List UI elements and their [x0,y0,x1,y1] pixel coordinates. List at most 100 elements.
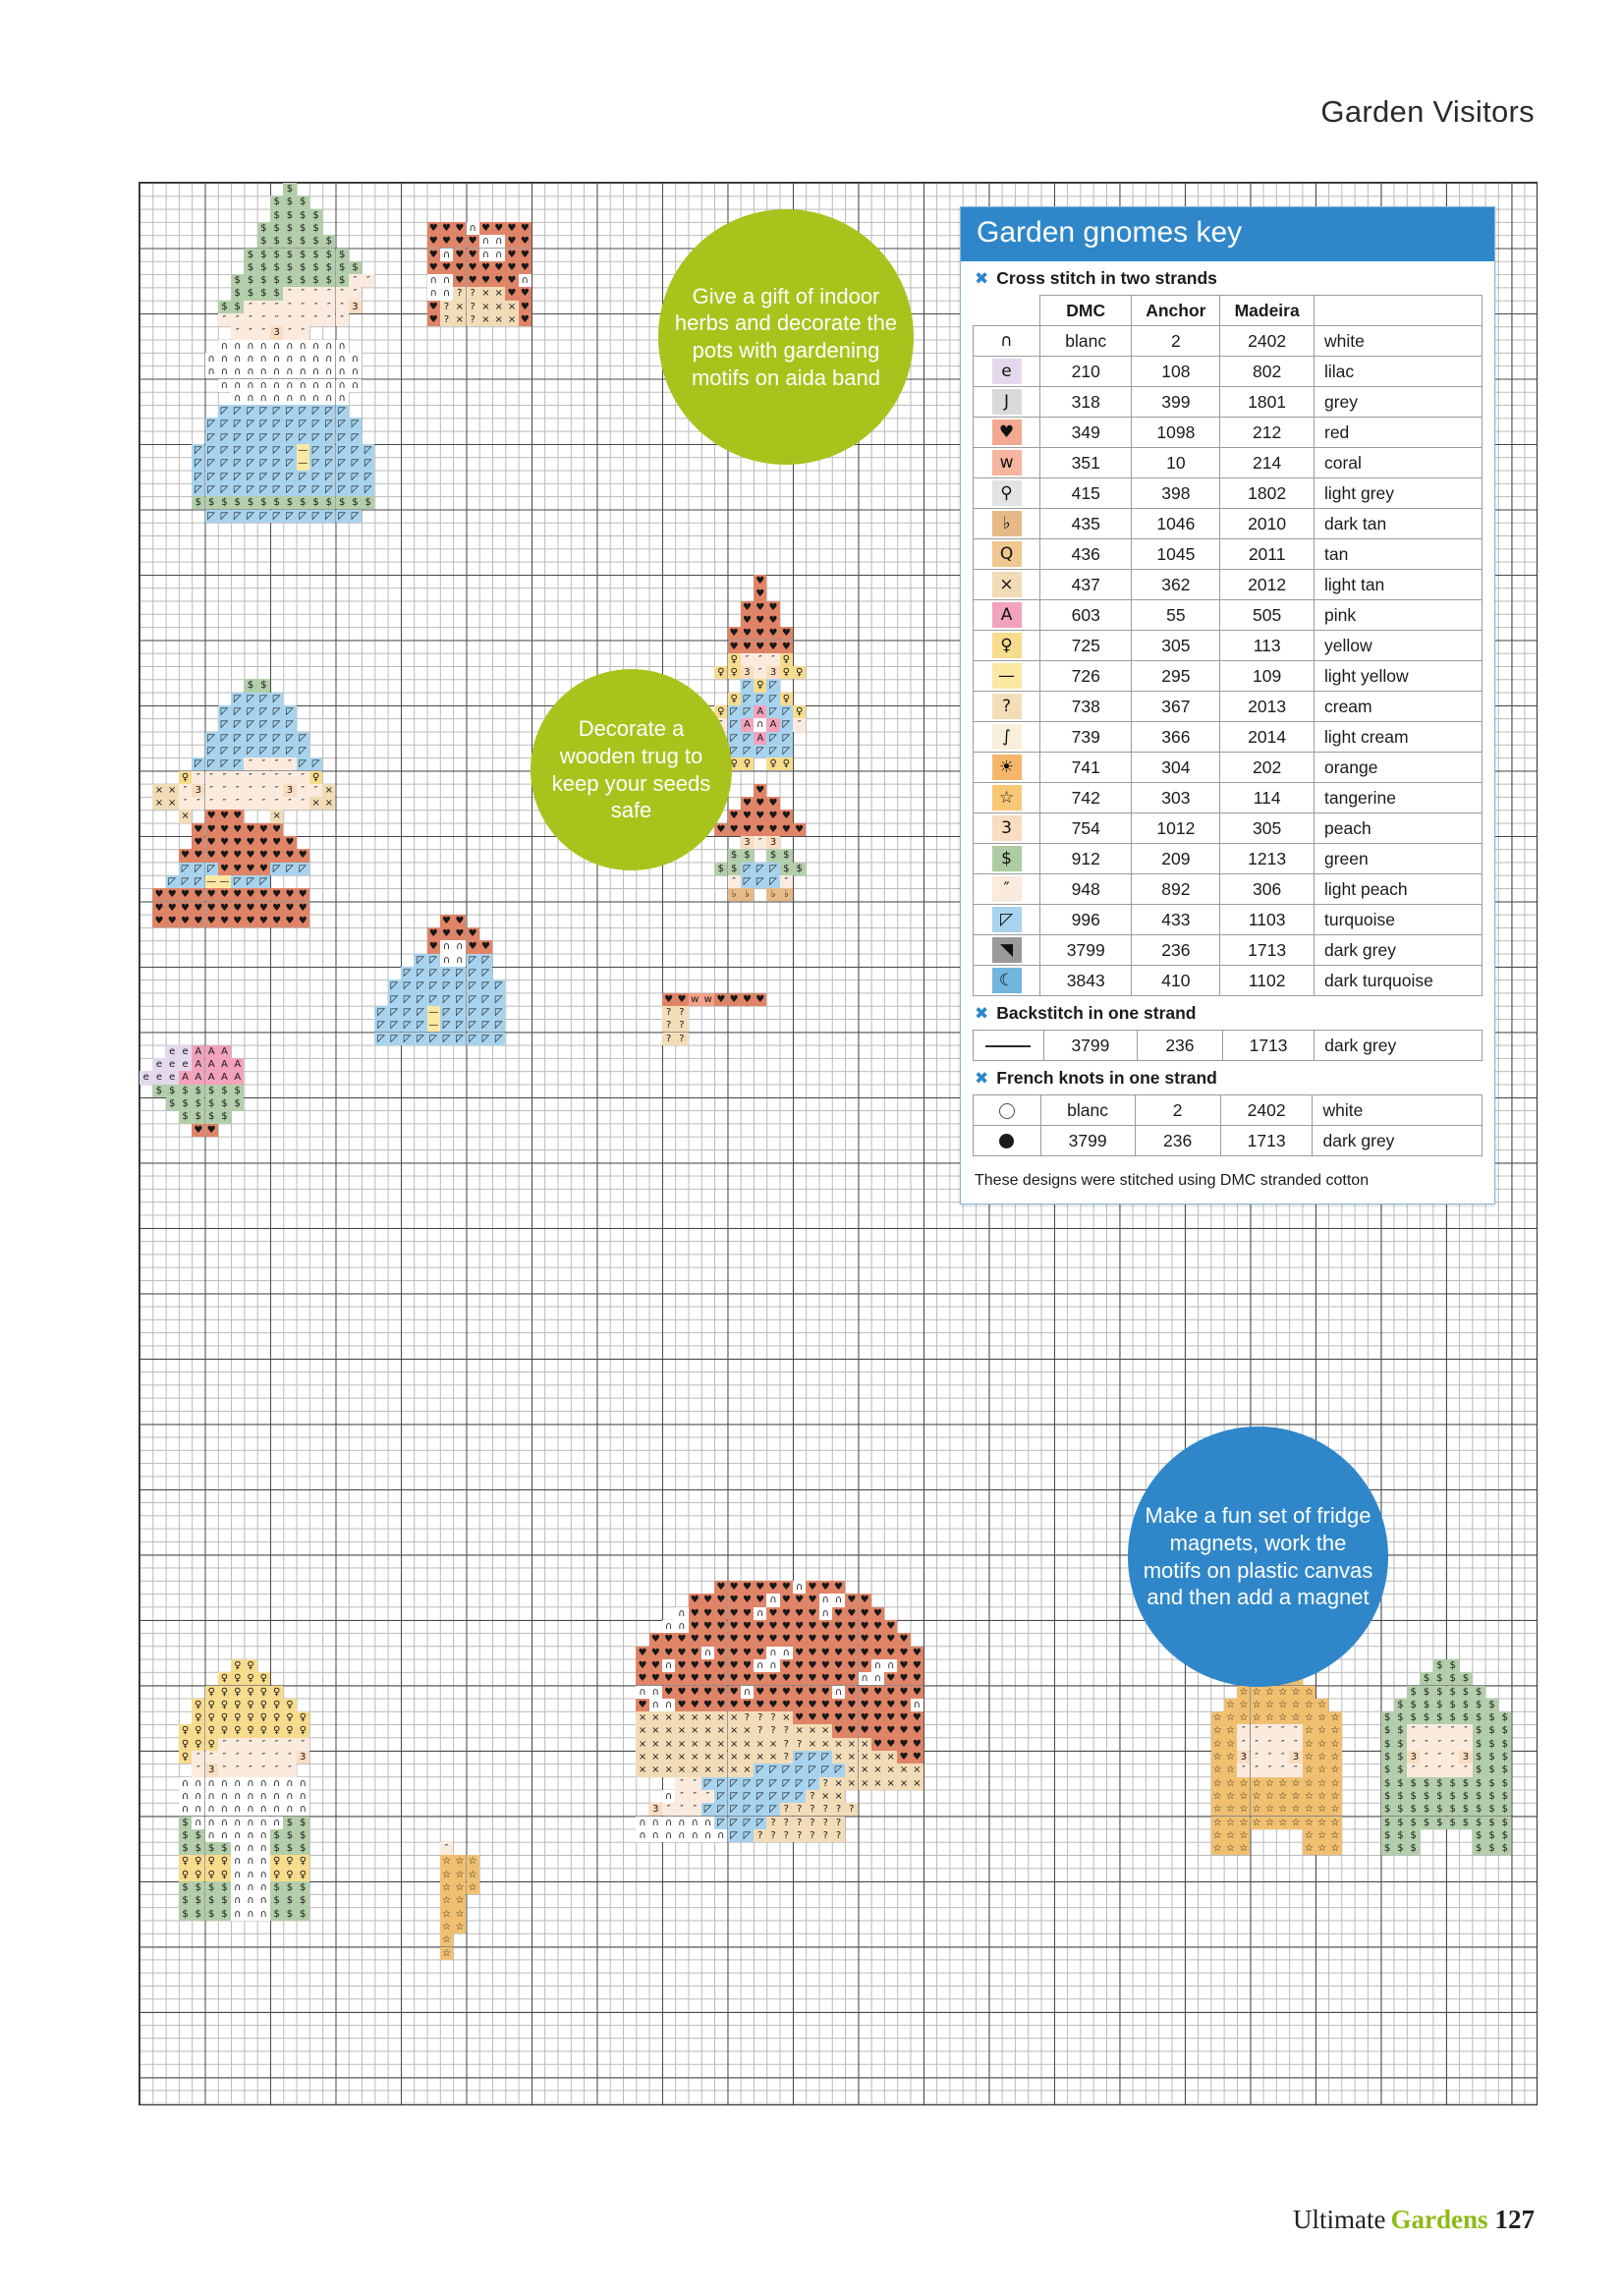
stitch-cell: ♥ [766,822,780,836]
key-cell-madeira: 1713 [1219,934,1315,966]
stitch-cell: × [727,1711,741,1725]
stitch-cell: ◸ [779,1789,793,1804]
stitch-cell: ♥ [439,914,454,928]
stitch-cell: ♥ [818,1658,832,1673]
stitch-cell: ″ [217,313,232,327]
stitch-cell: ♥ [675,1672,689,1686]
stitch-cell: $ [1472,1789,1485,1804]
stitch-cell: $ [1393,1828,1408,1843]
stitch-cell: ∩ [217,1816,232,1829]
stitch-cell: ″ [296,770,309,784]
stitch-cell: × [648,1764,662,1777]
stitch-cell: ☆ [1289,1816,1303,1829]
key-symbol-swatch: w [972,447,1041,478]
stitch-cell: ♀ [217,1724,232,1738]
stitch-cell: ♥ [453,914,467,928]
stitch-cell: ♀ [256,1698,270,1712]
stitch-cell: $ [1393,1698,1408,1712]
stitch-cell: $ [1420,1776,1433,1790]
stitch-cell: ◸ [478,1019,493,1033]
key-cell-anchor: 10 [1131,447,1221,478]
stitch-cell: $ [270,248,284,261]
stitch-cell: × [152,783,166,798]
stitch-cell: ◸ [740,692,755,705]
stitch-cell: ∩ [688,1828,701,1843]
stitch-cell: $ [1498,1724,1512,1738]
stitch-cell: ″ [270,783,284,798]
stitch-cell: ◸ [308,482,323,497]
stitch-cell: ♥ [727,640,741,653]
stitch-cell: ∩ [270,352,284,366]
stitch-cell: ♥ [779,1685,793,1699]
stitch-cell: ◸ [348,482,363,497]
stitch-cell: ◸ [818,1764,832,1777]
stitch-cell: ♥ [296,888,309,902]
stitch-cell: ♀ [256,1711,270,1725]
stitch-cell: A [231,1071,245,1085]
stitch-cell: ♥ [766,1633,780,1647]
stitch-cell: ♀ [204,1711,218,1725]
stitch-cell: ◸ [766,862,780,875]
stitch-cell: ♀ [192,1868,205,1881]
stitch-cell: ♭ [779,888,793,902]
stitch-cell: ◸ [831,1764,846,1777]
stitch-cell: × [766,1751,780,1764]
stitch-cell: $ [256,679,270,693]
stitch-symbol-icon: ☀ [991,755,1022,780]
stitch-cell: × [727,1751,741,1764]
stitch-cell: ∩ [308,391,323,406]
stitch-cell: $ [231,1084,245,1097]
key-cell-madeira: 305 [1219,812,1315,844]
stitch-cell: ♥ [831,1606,846,1620]
stitch-cell: $ [1484,1828,1499,1843]
stitch-cell: ☆ [1315,1842,1329,1856]
stitch-cell: $ [1407,1789,1421,1804]
stitch-cell: ♥ [700,1594,715,1607]
stitch-cell: $ [1498,1737,1512,1751]
stitch-cell: × [806,1737,819,1751]
stitch-cell: ♀ [244,1711,257,1725]
key-cell-dmc: 3843 [1039,965,1133,996]
stitch-cell: $ [1484,1711,1499,1725]
stitch-cell: ◸ [256,482,270,497]
stitch-cell: ∩ [231,339,245,353]
stitch-cell: ☆ [1289,1803,1303,1817]
key-cell-dmc: 738 [1039,691,1133,722]
stitch-cell: $ [296,235,309,249]
stitch-cell: ″ [1432,1751,1446,1764]
stitch-cell: ◸ [308,418,323,431]
stitch-cell: ☆ [1223,1724,1238,1738]
stitch-cell: ♥ [740,613,755,628]
stitch-cell: ∩ [296,339,309,353]
stitch-cell: × [492,313,506,327]
stitch-cell: ♀ [714,705,728,719]
stitch-cell: ☆ [1276,1698,1290,1712]
stitch-cell: $ [1459,1803,1473,1817]
stitch-cell: $ [1432,1776,1446,1790]
stitch-cell: ☆ [439,1894,454,1908]
stitch-cell: ∩ [870,1672,885,1686]
stitch-cell: $ [1407,1698,1421,1712]
stitch-cell: ″ [270,300,284,313]
stitch-cell: ∩ [204,1816,218,1829]
stitch-cell: ∩ [662,1828,676,1843]
stitch-cell: × [648,1711,662,1725]
stitch-cell: $ [1393,1764,1408,1777]
footer-magazine-word: Ultimate [1293,2205,1386,2234]
stitch-cell: $ [1484,1842,1499,1856]
stitch-cell: $ [283,260,297,275]
stitch-cell: ♥ [688,1594,701,1607]
stitch-cell: ◸ [348,418,363,431]
stitch-cell: ♥ [152,888,166,902]
key-cell-name: green [1314,843,1483,874]
key-cell-dmc: 741 [1039,752,1133,783]
stitch-cell: ∩ [231,391,245,406]
stitch-cell: ♥ [727,1698,741,1712]
stitch-cell: $ [308,221,323,236]
stitch-cell: $ [1393,1842,1408,1856]
stitch-cell: $ [231,496,245,510]
stitch-cell: ☆ [1302,1842,1315,1856]
stitch-cell: ☆ [1328,1724,1342,1738]
stitch-cell: ◸ [231,444,245,458]
stitch-cell: ☆ [1250,1711,1263,1725]
